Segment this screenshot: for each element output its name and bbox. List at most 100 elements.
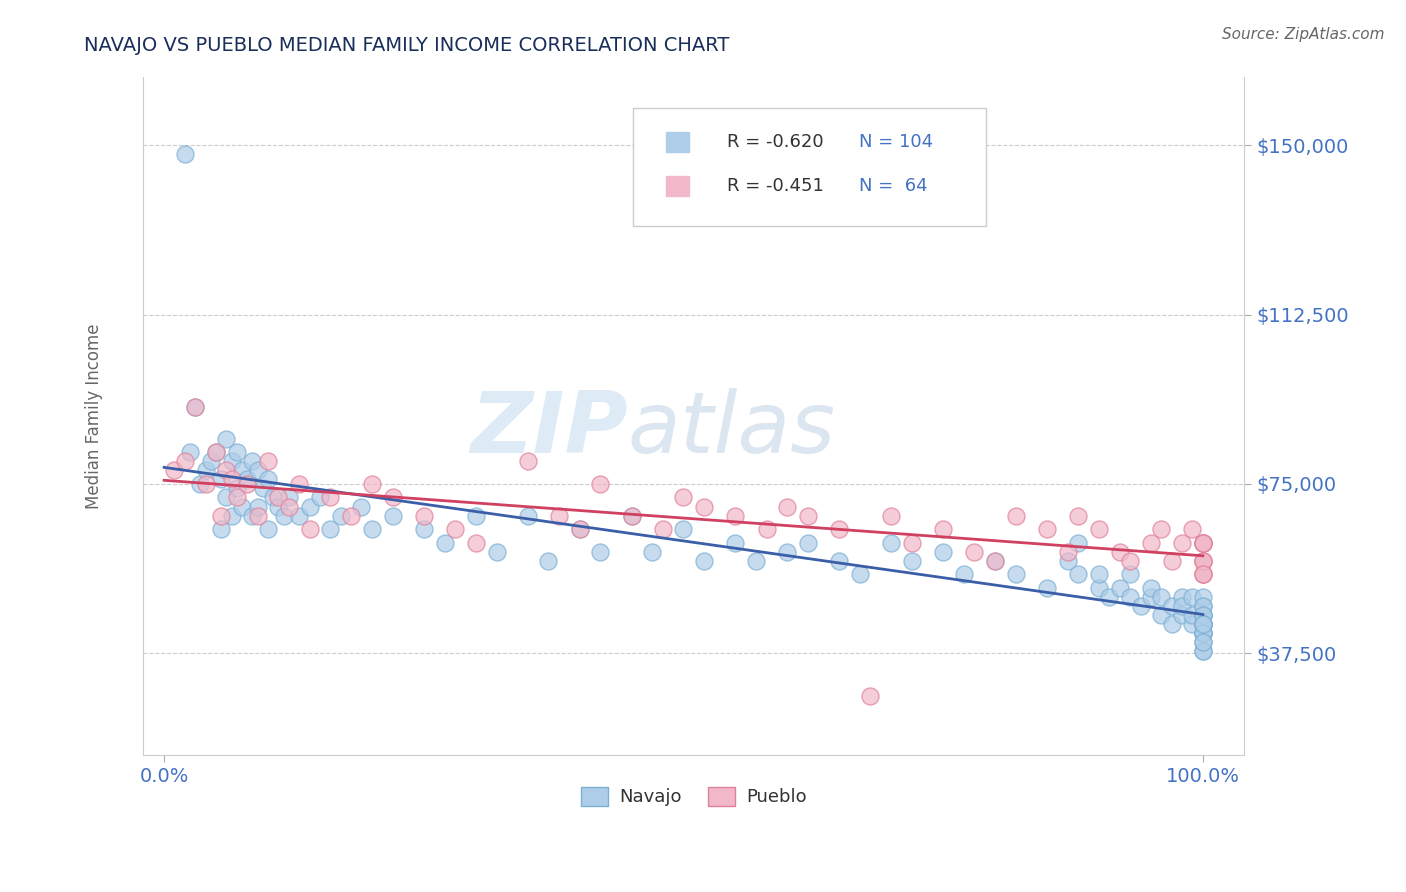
- Point: [672, 522, 695, 536]
- Point: [880, 535, 903, 549]
- Point: [901, 535, 924, 549]
- Point: [620, 508, 643, 523]
- Point: [1171, 599, 1194, 613]
- Point: [776, 500, 799, 514]
- Point: [1140, 590, 1163, 604]
- Point: [1160, 616, 1182, 631]
- Point: [1140, 581, 1163, 595]
- Point: [1160, 599, 1182, 613]
- Point: [267, 500, 290, 514]
- Point: [1192, 599, 1215, 613]
- Point: [1192, 644, 1215, 658]
- Point: [1171, 535, 1194, 549]
- Point: [932, 522, 955, 536]
- Point: [221, 508, 243, 523]
- Point: [277, 500, 299, 514]
- Point: [1192, 616, 1215, 631]
- Point: [184, 400, 207, 414]
- Point: [184, 400, 207, 414]
- Point: [755, 522, 778, 536]
- Point: [1192, 616, 1215, 631]
- Point: [1192, 535, 1215, 549]
- Point: [693, 554, 716, 568]
- Point: [1192, 554, 1215, 568]
- Point: [1108, 544, 1130, 558]
- Point: [246, 500, 269, 514]
- Point: [1192, 607, 1215, 622]
- Point: [1192, 635, 1215, 649]
- Point: [984, 554, 1007, 568]
- Point: [350, 500, 373, 514]
- Point: [298, 522, 321, 536]
- Text: ZIP: ZIP: [470, 388, 628, 471]
- Point: [225, 482, 247, 496]
- Point: [1192, 590, 1215, 604]
- Point: [360, 522, 382, 536]
- Point: [693, 500, 716, 514]
- Point: [1192, 567, 1215, 582]
- Point: [231, 463, 253, 477]
- Point: [1119, 590, 1142, 604]
- Point: [242, 508, 264, 523]
- Point: [340, 508, 363, 523]
- Point: [1067, 508, 1090, 523]
- Point: [209, 508, 232, 523]
- Point: [651, 522, 673, 536]
- Text: N =  64: N = 64: [859, 177, 928, 194]
- Point: [1181, 590, 1204, 604]
- Point: [1160, 554, 1182, 568]
- Point: [190, 477, 212, 491]
- Point: [620, 508, 643, 523]
- Point: [1192, 616, 1215, 631]
- Point: [200, 454, 222, 468]
- Text: atlas: atlas: [628, 388, 835, 471]
- Point: [1181, 607, 1204, 622]
- Text: R = -0.620: R = -0.620: [727, 133, 824, 151]
- Point: [288, 508, 311, 523]
- Point: [319, 491, 342, 505]
- Point: [225, 445, 247, 459]
- Point: [1140, 535, 1163, 549]
- Point: [1192, 635, 1215, 649]
- Point: [257, 454, 280, 468]
- Point: [381, 508, 404, 523]
- Point: [205, 445, 228, 459]
- Point: [745, 554, 768, 568]
- Point: [1192, 616, 1215, 631]
- Point: [828, 522, 851, 536]
- Point: [163, 463, 186, 477]
- Point: [1150, 607, 1173, 622]
- Point: [672, 491, 695, 505]
- Point: [516, 454, 538, 468]
- Point: [1108, 581, 1130, 595]
- Point: [225, 491, 247, 505]
- Point: [1192, 616, 1215, 631]
- Point: [953, 567, 976, 582]
- FancyBboxPatch shape: [633, 108, 986, 227]
- Point: [1005, 567, 1028, 582]
- Point: [1192, 554, 1215, 568]
- Point: [1192, 567, 1215, 582]
- Point: [288, 477, 311, 491]
- Text: NAVAJO VS PUEBLO MEDIAN FAMILY INCOME CORRELATION CHART: NAVAJO VS PUEBLO MEDIAN FAMILY INCOME CO…: [84, 36, 730, 54]
- Point: [381, 491, 404, 505]
- Point: [1192, 607, 1215, 622]
- Point: [215, 432, 238, 446]
- Point: [1192, 644, 1215, 658]
- Point: [568, 522, 591, 536]
- Legend: Navajo, Pueblo: Navajo, Pueblo: [574, 780, 814, 814]
- Point: [589, 544, 612, 558]
- Point: [262, 491, 284, 505]
- Point: [1192, 567, 1215, 582]
- Point: [849, 567, 872, 582]
- Point: [1192, 535, 1215, 549]
- Point: [1192, 626, 1215, 640]
- Point: [1119, 554, 1142, 568]
- Point: [1119, 567, 1142, 582]
- Point: [433, 535, 456, 549]
- Point: [231, 500, 253, 514]
- Text: N = 104: N = 104: [859, 133, 934, 151]
- Point: [194, 463, 217, 477]
- Point: [1171, 590, 1194, 604]
- Point: [589, 477, 612, 491]
